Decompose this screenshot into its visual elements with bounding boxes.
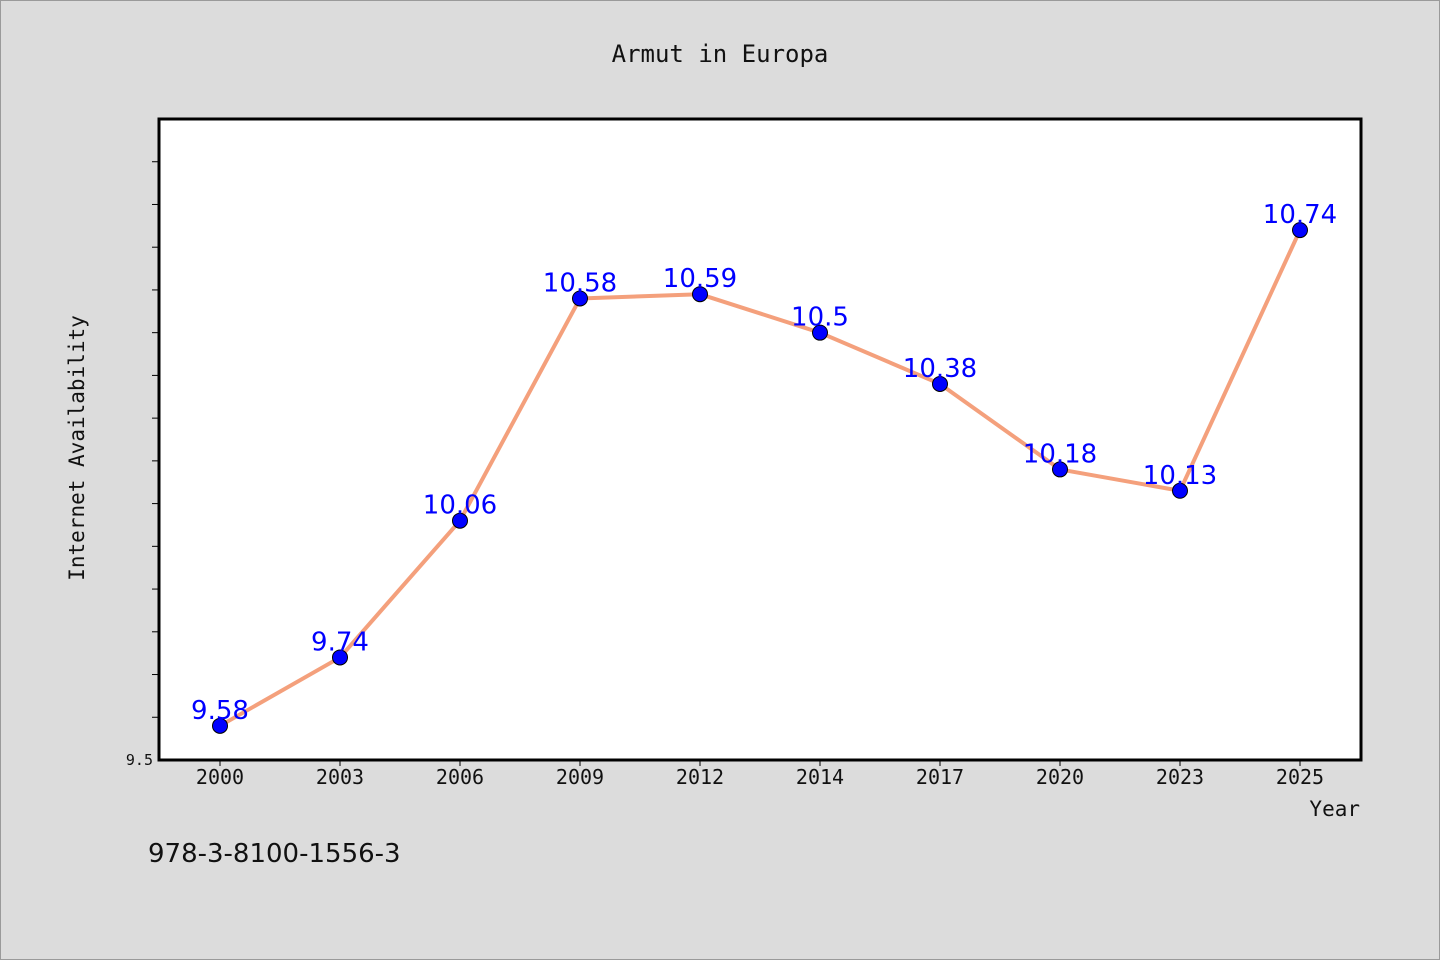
chart-title: Armut in Europa: [612, 40, 829, 68]
x-tick-label: 2023: [1156, 765, 1204, 789]
data-point-marker: [332, 649, 348, 666]
plot-area: [157, 117, 1363, 762]
data-point-marker: [812, 324, 828, 341]
x-tick-label: 2000: [196, 765, 244, 789]
data-point-marker: [452, 512, 468, 529]
y-tick-label: 9.5: [126, 751, 153, 769]
data-point-marker: [572, 290, 588, 307]
y-axis-label: Internet Availability: [65, 315, 89, 581]
y-axis-ticks: 9.5: [126, 161, 159, 769]
data-point-label: 10.06: [423, 491, 497, 521]
x-tick-label: 2006: [436, 765, 484, 789]
data-point-marker: [932, 375, 948, 392]
x-axis-ticks: 2000 2003 2006 2009 2012 2014 2017 2020 2023 2025: [196, 760, 1324, 789]
x-tick-label: 2020: [1036, 765, 1084, 789]
data-point-marker: [1172, 482, 1188, 499]
data-point-label: 9.74: [311, 627, 369, 657]
data-point-label: 10.74: [1263, 200, 1337, 230]
data-point-label: 10.13: [1143, 461, 1217, 491]
data-point-label: 10.59: [663, 264, 737, 294]
data-point-marker: [1292, 222, 1308, 239]
data-point-label: 10.58: [543, 268, 617, 298]
footnote-isbn: 978-3-8100-1556-3: [148, 839, 401, 869]
data-point-label: 10.18: [1023, 439, 1097, 469]
data-point-marker: [1052, 461, 1068, 478]
x-tick-label: 2012: [676, 765, 724, 789]
x-tick-label: 2009: [556, 765, 604, 789]
series-layer: 9.58 9.74 10.06 10.58 10.59 10.5 10.38 10.18 10.…: [191, 200, 1337, 734]
x-tick-label: 2025: [1276, 765, 1324, 789]
x-tick-label: 2017: [916, 765, 964, 789]
data-point-label: 10.38: [903, 354, 977, 384]
data-point-label: 10.5: [791, 303, 849, 333]
data-point-marker: [692, 286, 708, 303]
data-point-label: 9.58: [191, 696, 249, 726]
series-line: [219, 229, 1302, 728]
x-axis-label: Year: [1309, 797, 1360, 821]
x-tick-label: 2003: [316, 765, 364, 789]
x-tick-label: 2014: [796, 765, 844, 789]
data-point-marker: [212, 717, 228, 734]
